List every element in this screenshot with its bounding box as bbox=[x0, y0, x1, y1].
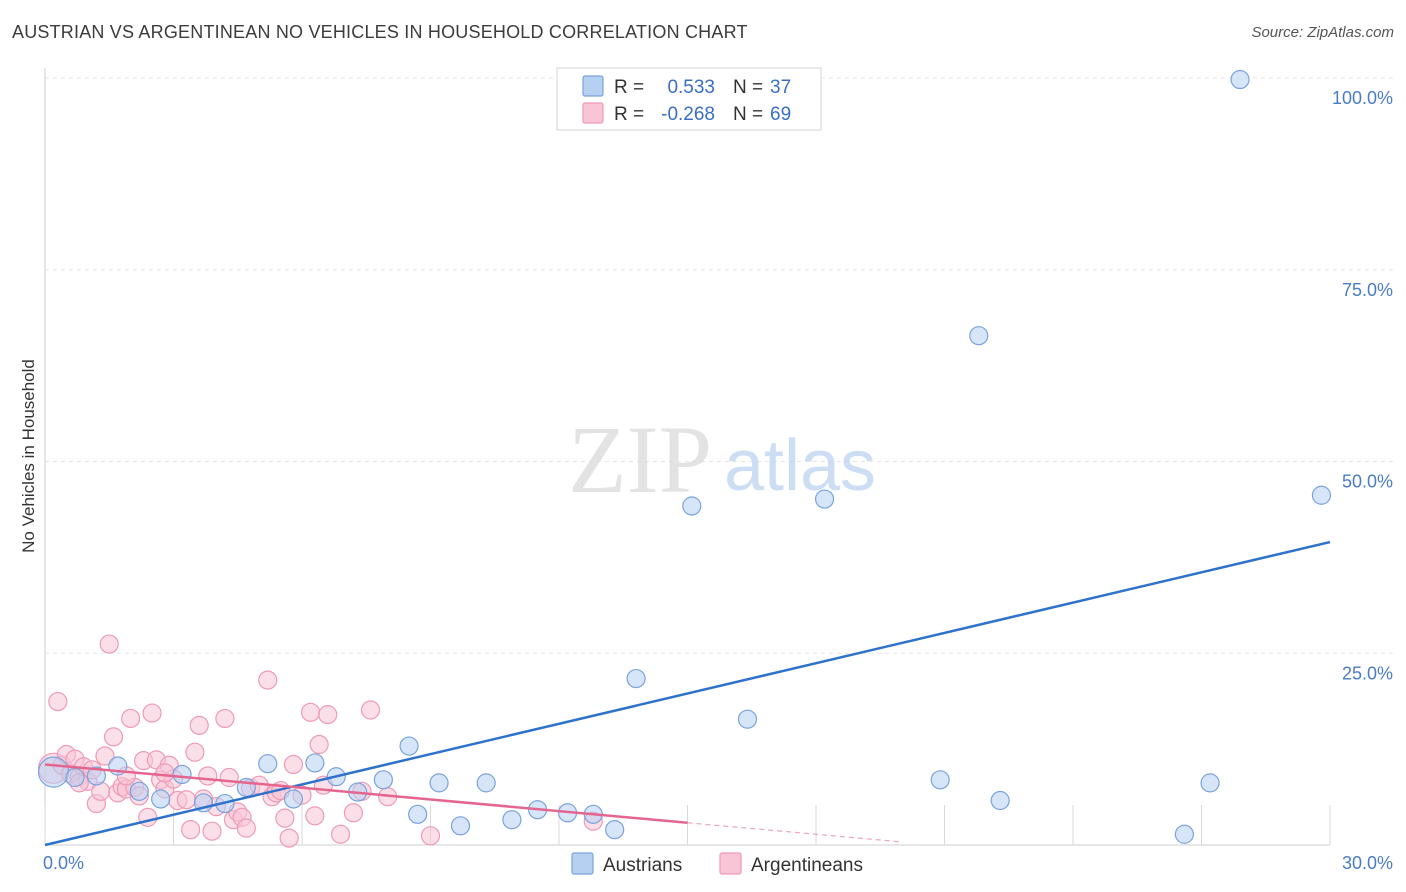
austrians-point bbox=[969, 326, 989, 346]
austrians-point bbox=[305, 753, 325, 773]
legend-r-value: -0.268 bbox=[661, 104, 715, 125]
argentineans-point bbox=[48, 691, 68, 712]
argentineans-point bbox=[343, 803, 363, 823]
chart-title: AUSTRIAN VS ARGENTINEAN NO VEHICLES IN H… bbox=[12, 22, 748, 42]
argentineans-point bbox=[330, 824, 351, 844]
austrians-point bbox=[373, 770, 393, 790]
austrians-point bbox=[502, 810, 522, 830]
austrians-point bbox=[429, 773, 449, 793]
argentineans-point bbox=[142, 703, 162, 723]
argentineans-point bbox=[176, 790, 196, 810]
argentineans-point bbox=[198, 766, 218, 786]
argentineans-point bbox=[360, 700, 381, 720]
argentineans-point bbox=[283, 754, 304, 775]
y-tick-label: 75.0% bbox=[1342, 280, 1393, 300]
austrians-point bbox=[1200, 773, 1220, 793]
austrians-point bbox=[86, 766, 107, 786]
argentineans-point bbox=[309, 734, 329, 755]
austrians-point bbox=[605, 820, 625, 840]
austrians-point bbox=[399, 736, 419, 756]
austrians-point bbox=[814, 489, 835, 509]
argentineans-point bbox=[279, 828, 299, 848]
austrians-point bbox=[408, 804, 428, 824]
austrians-point bbox=[626, 668, 646, 689]
legend-n-label: N = bbox=[733, 104, 763, 125]
argentineans-point bbox=[181, 820, 201, 840]
argentineans-point bbox=[103, 727, 124, 747]
argentineans-point bbox=[138, 807, 158, 827]
austrians-point bbox=[737, 709, 758, 729]
austrians-point bbox=[1311, 485, 1332, 505]
austrians-point bbox=[990, 790, 1010, 811]
argentineans-point bbox=[300, 702, 321, 722]
legend-swatch-austrians bbox=[582, 75, 604, 97]
axes bbox=[44, 68, 1331, 846]
trend-lines bbox=[44, 540, 1331, 847]
austrians-point bbox=[1174, 824, 1194, 844]
legend-box: R = 0.533 N = 37 R = -0.268 N = 69 bbox=[556, 67, 822, 131]
x-tick-label: 0.0% bbox=[43, 853, 84, 873]
argentineans-trend-extension bbox=[687, 822, 902, 843]
argentineans-point bbox=[189, 715, 209, 735]
legend-n-label: N = bbox=[733, 77, 763, 98]
argentineans-point bbox=[219, 767, 239, 788]
argentineans-point bbox=[318, 705, 338, 725]
argentineans-trend-line bbox=[44, 763, 688, 825]
watermark-zip: ZIP bbox=[568, 406, 712, 513]
austrians-point bbox=[129, 781, 149, 801]
legend-n-value: 37 bbox=[770, 77, 791, 98]
legend-swatch-argentineans bbox=[582, 102, 604, 124]
austrians-point bbox=[682, 496, 702, 516]
x-tick-label: 30.0% bbox=[1342, 853, 1393, 873]
austrians-point bbox=[1230, 69, 1250, 90]
argentineans-point bbox=[155, 763, 175, 783]
argentineans-point bbox=[305, 806, 325, 826]
y-axis-label: No Vehicles in Household bbox=[19, 359, 38, 553]
grid-lines bbox=[45, 77, 1395, 654]
argentineans-point bbox=[236, 818, 256, 838]
argentineans-point bbox=[99, 634, 119, 654]
austrians-point bbox=[930, 770, 950, 790]
austrians-point bbox=[172, 764, 192, 785]
legend-r-label: R = bbox=[614, 104, 644, 125]
argentineans-point bbox=[258, 670, 278, 690]
argentineans-point bbox=[121, 708, 141, 729]
argentineans-point bbox=[185, 742, 205, 762]
bottom-legend-label-austrians: Austrians bbox=[603, 855, 682, 876]
tick-labels: 25.0% 50.0% 75.0% 100.0% 0.0% 30.0% bbox=[43, 88, 1393, 873]
argentineans-point bbox=[275, 808, 295, 828]
argentineans-point bbox=[420, 826, 441, 846]
austrians-point bbox=[450, 816, 471, 836]
bottom-legend-swatch-argentineans bbox=[719, 852, 742, 875]
y-tick-label: 100.0% bbox=[1332, 88, 1393, 108]
argentineans-point bbox=[95, 746, 115, 766]
y-tick-label: 50.0% bbox=[1342, 472, 1393, 492]
austrians-point bbox=[151, 789, 171, 809]
bottom-legend-label-argentineans: Argentineans bbox=[751, 855, 863, 876]
bottom-legend-swatch-austrians bbox=[571, 852, 594, 875]
argentineans-point bbox=[202, 821, 222, 841]
austrians-trend-line bbox=[44, 540, 1331, 847]
legend-r-label: R = bbox=[614, 77, 644, 98]
watermark-atlas: atlas bbox=[724, 426, 876, 506]
austrians-point bbox=[283, 789, 304, 809]
y-tick-label: 25.0% bbox=[1342, 663, 1393, 683]
austrians-point bbox=[65, 767, 85, 788]
austrians-point bbox=[476, 773, 496, 793]
legend-n-value: 69 bbox=[770, 104, 791, 125]
source-credit: Source: ZipAtlas.com bbox=[1251, 24, 1394, 41]
bottom-legend: Austrians Argentineans bbox=[571, 852, 863, 876]
austrians-point bbox=[258, 754, 278, 774]
argentineans-point bbox=[215, 708, 235, 729]
legend-r-value: 0.533 bbox=[667, 77, 715, 98]
austrians-point bbox=[37, 756, 70, 788]
